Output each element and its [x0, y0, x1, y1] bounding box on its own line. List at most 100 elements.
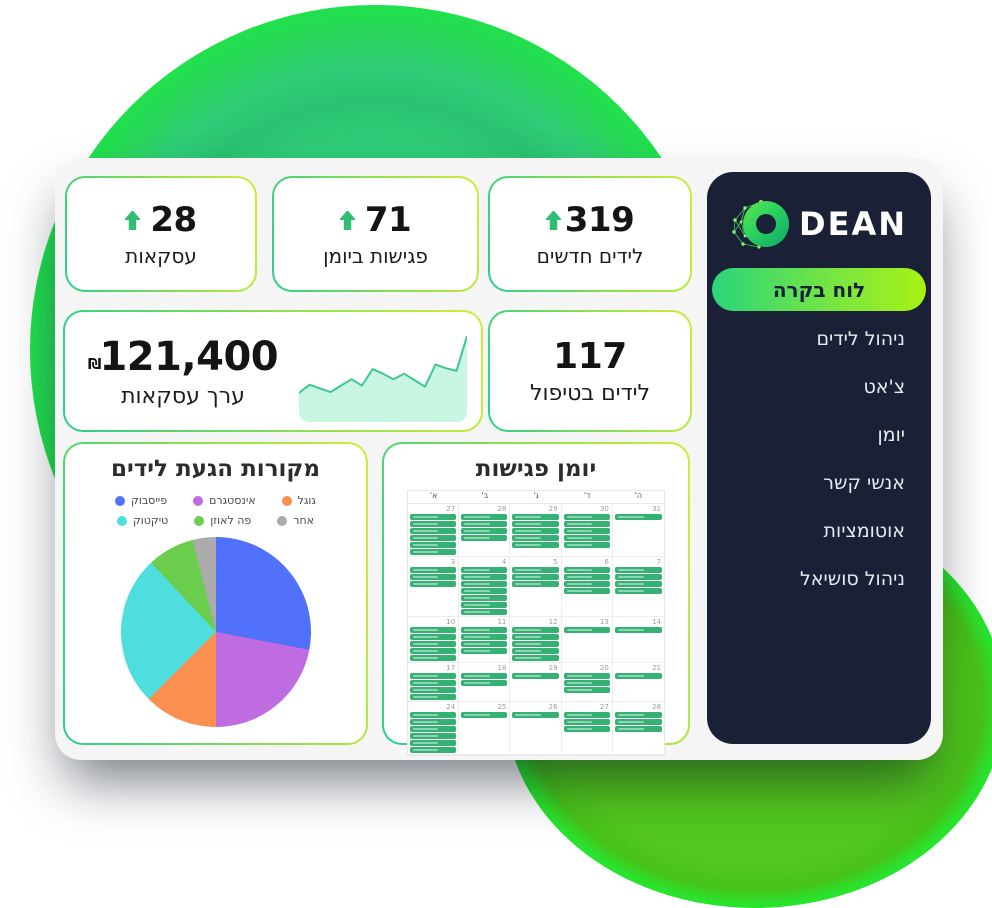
- calendar-event-bar[interactable]: [410, 574, 457, 580]
- calendar-event-bar[interactable]: [461, 514, 508, 520]
- calendar-event-bar[interactable]: [563, 528, 610, 534]
- sidebar: DEAN לוח בקרה ניהול לידים צ'אט יומן אנשי קש…: [707, 172, 931, 744]
- sidebar-item-1[interactable]: צ'אט: [863, 376, 905, 398]
- calendar-event-bar[interactable]: [512, 641, 559, 647]
- calendar-event-bar[interactable]: [410, 528, 457, 534]
- calendar-event-bar[interactable]: [461, 595, 508, 601]
- brand-name: DEAN: [799, 205, 907, 243]
- lead-sources-title: מקורות הגעת לידים: [110, 456, 321, 482]
- calendar-event-bar[interactable]: [461, 535, 508, 541]
- calendar-day-number: 21: [652, 664, 661, 672]
- calendar-event-bar[interactable]: [410, 634, 457, 640]
- calendar-event-bar[interactable]: [410, 687, 457, 693]
- calendar-event-bar[interactable]: [512, 521, 559, 527]
- calendar-event-bar[interactable]: [614, 514, 662, 520]
- calendar-event-bar[interactable]: [563, 687, 610, 693]
- calendar-event-bar[interactable]: [563, 535, 610, 541]
- calendar-event-bar[interactable]: [614, 627, 662, 633]
- calendar-event-bar[interactable]: [461, 588, 508, 594]
- calendar-event-bar[interactable]: [563, 712, 610, 718]
- calendar-day-cell: 21: [612, 663, 664, 702]
- calendar-event-bar[interactable]: [461, 648, 508, 654]
- calendar-event-bar[interactable]: [614, 712, 662, 718]
- sidebar-item-2[interactable]: יומן: [877, 424, 905, 446]
- calendar-event-bar[interactable]: [563, 574, 610, 580]
- calendar-event-bar[interactable]: [410, 655, 457, 661]
- calendar-event-bar[interactable]: [614, 567, 662, 573]
- calendar-day-header: ה': [634, 491, 643, 500]
- calendar-event-bar[interactable]: [512, 627, 559, 633]
- calendar-event-bar[interactable]: [461, 567, 508, 573]
- calendar-event-bar[interactable]: [410, 514, 457, 520]
- calendar-event-bar[interactable]: [461, 680, 508, 686]
- calendar-event-bar[interactable]: [461, 581, 508, 587]
- calendar-event-bar[interactable]: [410, 581, 457, 587]
- calendar-event-bar[interactable]: [410, 673, 457, 679]
- calendar-event-bar[interactable]: [563, 726, 610, 732]
- calendar-day-number: 30: [599, 505, 609, 513]
- calendar-event-bar[interactable]: [614, 581, 662, 587]
- calendar-day-number: 27: [446, 505, 456, 513]
- calendar-event-bar[interactable]: [563, 719, 610, 725]
- calendar-event-bar[interactable]: [410, 648, 457, 654]
- calendar-event-bar[interactable]: [563, 673, 610, 679]
- calendar-event-bar[interactable]: [461, 609, 508, 615]
- legend-item-1: אינסטגרם: [193, 494, 256, 507]
- calendar-event-bar[interactable]: [410, 726, 457, 732]
- calendar-event-bar[interactable]: [410, 733, 457, 739]
- calendar-event-bar[interactable]: [461, 602, 508, 608]
- calendar-event-bar[interactable]: [512, 673, 559, 679]
- calendar-event-bar[interactable]: [410, 567, 457, 573]
- calendar-event-bar[interactable]: [614, 719, 662, 725]
- calendar-event-bar[interactable]: [410, 712, 457, 718]
- calendar-event-bar[interactable]: [563, 514, 610, 520]
- calendar-event-bar[interactable]: [512, 535, 559, 541]
- calendar-event-bar[interactable]: [461, 521, 508, 527]
- calendar-event-bar[interactable]: [512, 712, 559, 718]
- calendar-event-bar[interactable]: [410, 549, 457, 555]
- sidebar-item-5[interactable]: ניהול סושיאל: [799, 568, 905, 590]
- calendar-event-bar[interactable]: [512, 567, 559, 573]
- calendar-event-bar[interactable]: [512, 655, 559, 661]
- calendar-event-bar[interactable]: [563, 542, 610, 548]
- calendar-event-bar[interactable]: [512, 514, 559, 520]
- calendar-event-bar[interactable]: [410, 680, 457, 686]
- calendar-event-bar[interactable]: [563, 680, 610, 686]
- calendar-event-bar[interactable]: [563, 627, 610, 633]
- calendar-event-bar[interactable]: [512, 581, 559, 587]
- calendar-event-bar[interactable]: [461, 634, 508, 640]
- calendar-event-bar[interactable]: [512, 542, 559, 548]
- calendar-event-bar[interactable]: [614, 588, 662, 594]
- calendar-event-bar[interactable]: [563, 581, 610, 587]
- calendar-event-bar[interactable]: [563, 567, 610, 573]
- calendar-event-bar[interactable]: [410, 535, 457, 541]
- sidebar-item-3[interactable]: אנשי קשר: [823, 472, 905, 494]
- calendar-event-bar[interactable]: [512, 648, 559, 654]
- sidebar-item-0[interactable]: ניהול לידים: [816, 328, 905, 350]
- calendar-event-bar[interactable]: [614, 574, 662, 580]
- calendar-event-bar[interactable]: [512, 574, 559, 580]
- calendar-event-bar[interactable]: [461, 712, 508, 718]
- calendar-event-bar[interactable]: [410, 521, 457, 527]
- calendar-day-number: 12: [548, 618, 558, 626]
- nav-item-dashboard-active[interactable]: לוח בקרה: [712, 268, 926, 311]
- calendar-event-bar[interactable]: [614, 726, 662, 732]
- calendar-event-bar[interactable]: [410, 542, 457, 548]
- calendar-event-bar[interactable]: [461, 627, 508, 633]
- calendar-event-bar[interactable]: [563, 588, 610, 594]
- calendar-event-bar[interactable]: [512, 634, 559, 640]
- calendar-event-bar[interactable]: [461, 641, 508, 647]
- calendar-event-bar[interactable]: [410, 719, 457, 725]
- calendar-event-bar[interactable]: [410, 641, 457, 647]
- calendar-event-bar[interactable]: [410, 747, 457, 753]
- calendar-event-bar[interactable]: [563, 521, 610, 527]
- calendar-event-bar[interactable]: [410, 694, 457, 700]
- sidebar-item-4[interactable]: אוטומציות: [823, 520, 905, 542]
- calendar-event-bar[interactable]: [410, 627, 457, 633]
- calendar-event-bar[interactable]: [461, 528, 508, 534]
- calendar-event-bar[interactable]: [512, 528, 559, 534]
- calendar-event-bar[interactable]: [410, 740, 457, 746]
- calendar-event-bar[interactable]: [461, 574, 508, 580]
- calendar-event-bar[interactable]: [614, 673, 662, 679]
- calendar-event-bar[interactable]: [461, 673, 508, 679]
